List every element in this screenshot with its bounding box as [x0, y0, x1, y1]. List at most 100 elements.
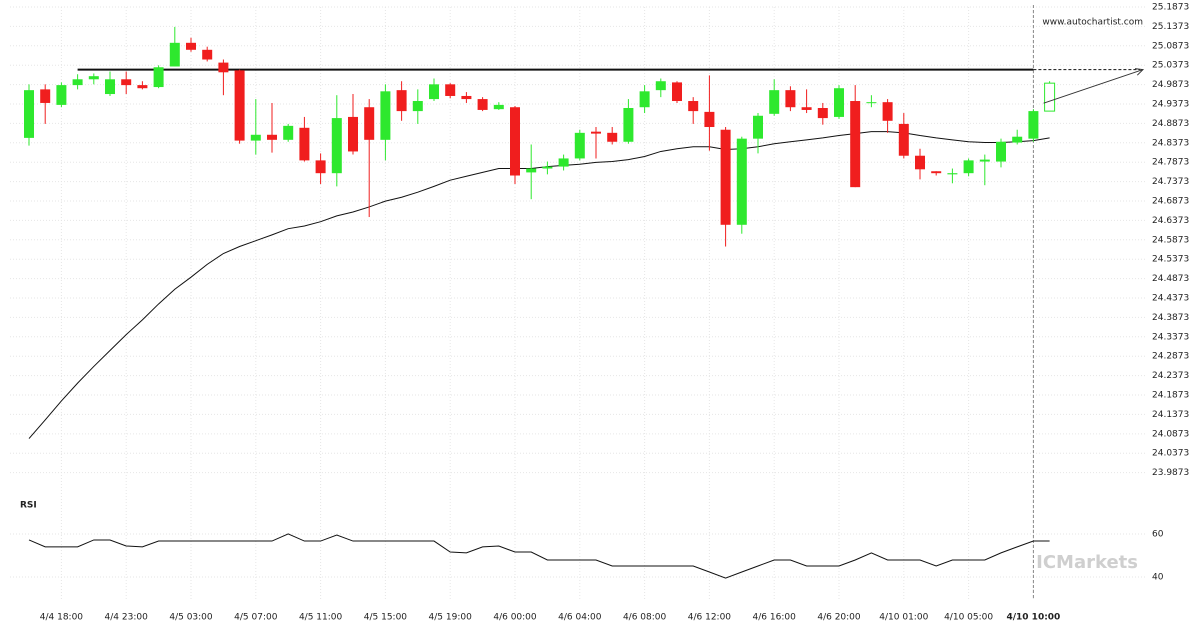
rsi-tick-label: 40: [1152, 572, 1164, 582]
x-tick-label: 4/6 16:00: [753, 613, 797, 623]
candle-body: [639, 91, 650, 108]
x-tick-label: 4/6 08:00: [623, 613, 667, 623]
candle-body: [429, 84, 439, 100]
candle-body: [850, 101, 861, 188]
rsi-line: [28, 533, 1050, 579]
candle-body: [56, 85, 67, 105]
candle-body: [461, 95, 472, 100]
source-label: www.autochartist.com: [1042, 18, 1143, 28]
y-tick-label: 24.2373: [1152, 371, 1189, 381]
y-tick-label: 24.1873: [1152, 391, 1189, 401]
candle-body: [655, 81, 666, 91]
candle-body: [40, 89, 51, 103]
candle-body: [736, 138, 747, 225]
candle-body: [348, 116, 358, 152]
candle-body: [866, 102, 877, 104]
x-tick-label: 4/6 12:00: [688, 613, 732, 623]
candle-body: [574, 132, 585, 159]
candle-body: [105, 79, 115, 95]
candle-body: [801, 107, 812, 110]
candle-body: [412, 101, 423, 112]
candle-body: [364, 107, 375, 140]
candle-body: [785, 90, 796, 108]
candle-body: [510, 107, 520, 176]
candle-body: [979, 159, 990, 162]
x-tick-label: 4/5 15:00: [364, 613, 408, 623]
candle-body: [24, 90, 34, 138]
candle-body: [947, 173, 958, 175]
projection-arrow: [1043, 69, 1144, 104]
candle-body: [169, 42, 180, 67]
x-tick-label: 4/5 19:00: [429, 613, 473, 623]
candle-body: [931, 171, 942, 174]
y-tick-label: 24.9873: [1152, 80, 1189, 90]
candle-body: [753, 115, 763, 139]
candle-body: [493, 104, 504, 110]
candle-body: [250, 134, 261, 141]
y-tick-label: 24.6373: [1152, 216, 1189, 226]
candle-body: [234, 70, 245, 141]
y-tick-label: 24.5373: [1152, 255, 1189, 265]
candle-body: [996, 141, 1006, 162]
x-tick-label: 4/6 04:00: [558, 613, 602, 623]
candle-body: [704, 111, 715, 128]
y-tick-label: 25.0873: [1152, 41, 1189, 51]
candle-body: [218, 62, 229, 73]
y-tick-label: 25.1873: [1152, 3, 1189, 13]
candle-body: [396, 90, 407, 112]
y-tick-label: 25.1373: [1152, 22, 1189, 32]
candle-body: [299, 127, 310, 161]
x-tick-label: 4/10 05:00: [944, 613, 993, 623]
candle-body: [834, 88, 844, 117]
x-tick-label: 4/5 07:00: [234, 613, 278, 623]
projection-arrowhead: [1134, 68, 1145, 76]
candle-body: [915, 155, 925, 170]
candle-body: [607, 132, 618, 142]
x-tick-label: 4/6 20:00: [817, 613, 861, 623]
candle-body: [542, 166, 553, 169]
candle-body: [672, 82, 682, 102]
candle-body: [769, 90, 780, 114]
candle-body: [137, 85, 148, 89]
candle-body: [72, 79, 83, 86]
y-tick-label: 25.0373: [1152, 61, 1189, 71]
x-tick-label: 4/4 23:00: [105, 613, 149, 623]
candle-body: [558, 158, 569, 167]
x-tick-label: 4/5 11:00: [299, 613, 343, 623]
y-tick-label: 24.4373: [1152, 294, 1189, 304]
candle-body: [898, 123, 909, 156]
x-tick-label: 4/10 10:00: [1006, 613, 1060, 623]
y-tick-label: 24.8373: [1152, 138, 1189, 148]
y-tick-label: 24.3873: [1152, 313, 1189, 323]
y-tick-label: 24.0873: [1152, 429, 1189, 439]
candle-body: [153, 67, 164, 88]
y-tick-label: 23.9873: [1152, 468, 1189, 478]
candle-body: [202, 49, 213, 60]
watermark: ICMarkets: [1036, 552, 1138, 573]
x-tick-label: 4/10 01:00: [879, 613, 928, 623]
candle-body: [380, 91, 391, 140]
x-tick-label: 4/4 18:00: [40, 613, 84, 623]
candle-body: [88, 76, 99, 80]
y-tick-label: 24.2873: [1152, 352, 1189, 362]
candle-body: [267, 134, 277, 140]
candle-body: [526, 168, 537, 173]
candle-body: [1028, 111, 1039, 139]
x-tick-label: 4/6 00:00: [493, 613, 537, 623]
candle-body: [315, 160, 326, 174]
rsi-label: RSI: [20, 501, 37, 511]
candle-body: [1012, 136, 1023, 143]
y-tick-label: 24.0373: [1152, 449, 1189, 459]
y-tick-label: 24.7873: [1152, 158, 1189, 168]
candle-body: [186, 42, 196, 50]
candle-body: [477, 99, 488, 110]
candle-body: [591, 131, 601, 134]
y-tick-label: 24.3373: [1152, 332, 1189, 342]
y-tick-label: 24.4873: [1152, 274, 1189, 284]
candle-body: [817, 108, 828, 119]
x-tick-label: 4/5 03:00: [169, 613, 213, 623]
candle-body: [882, 102, 893, 121]
